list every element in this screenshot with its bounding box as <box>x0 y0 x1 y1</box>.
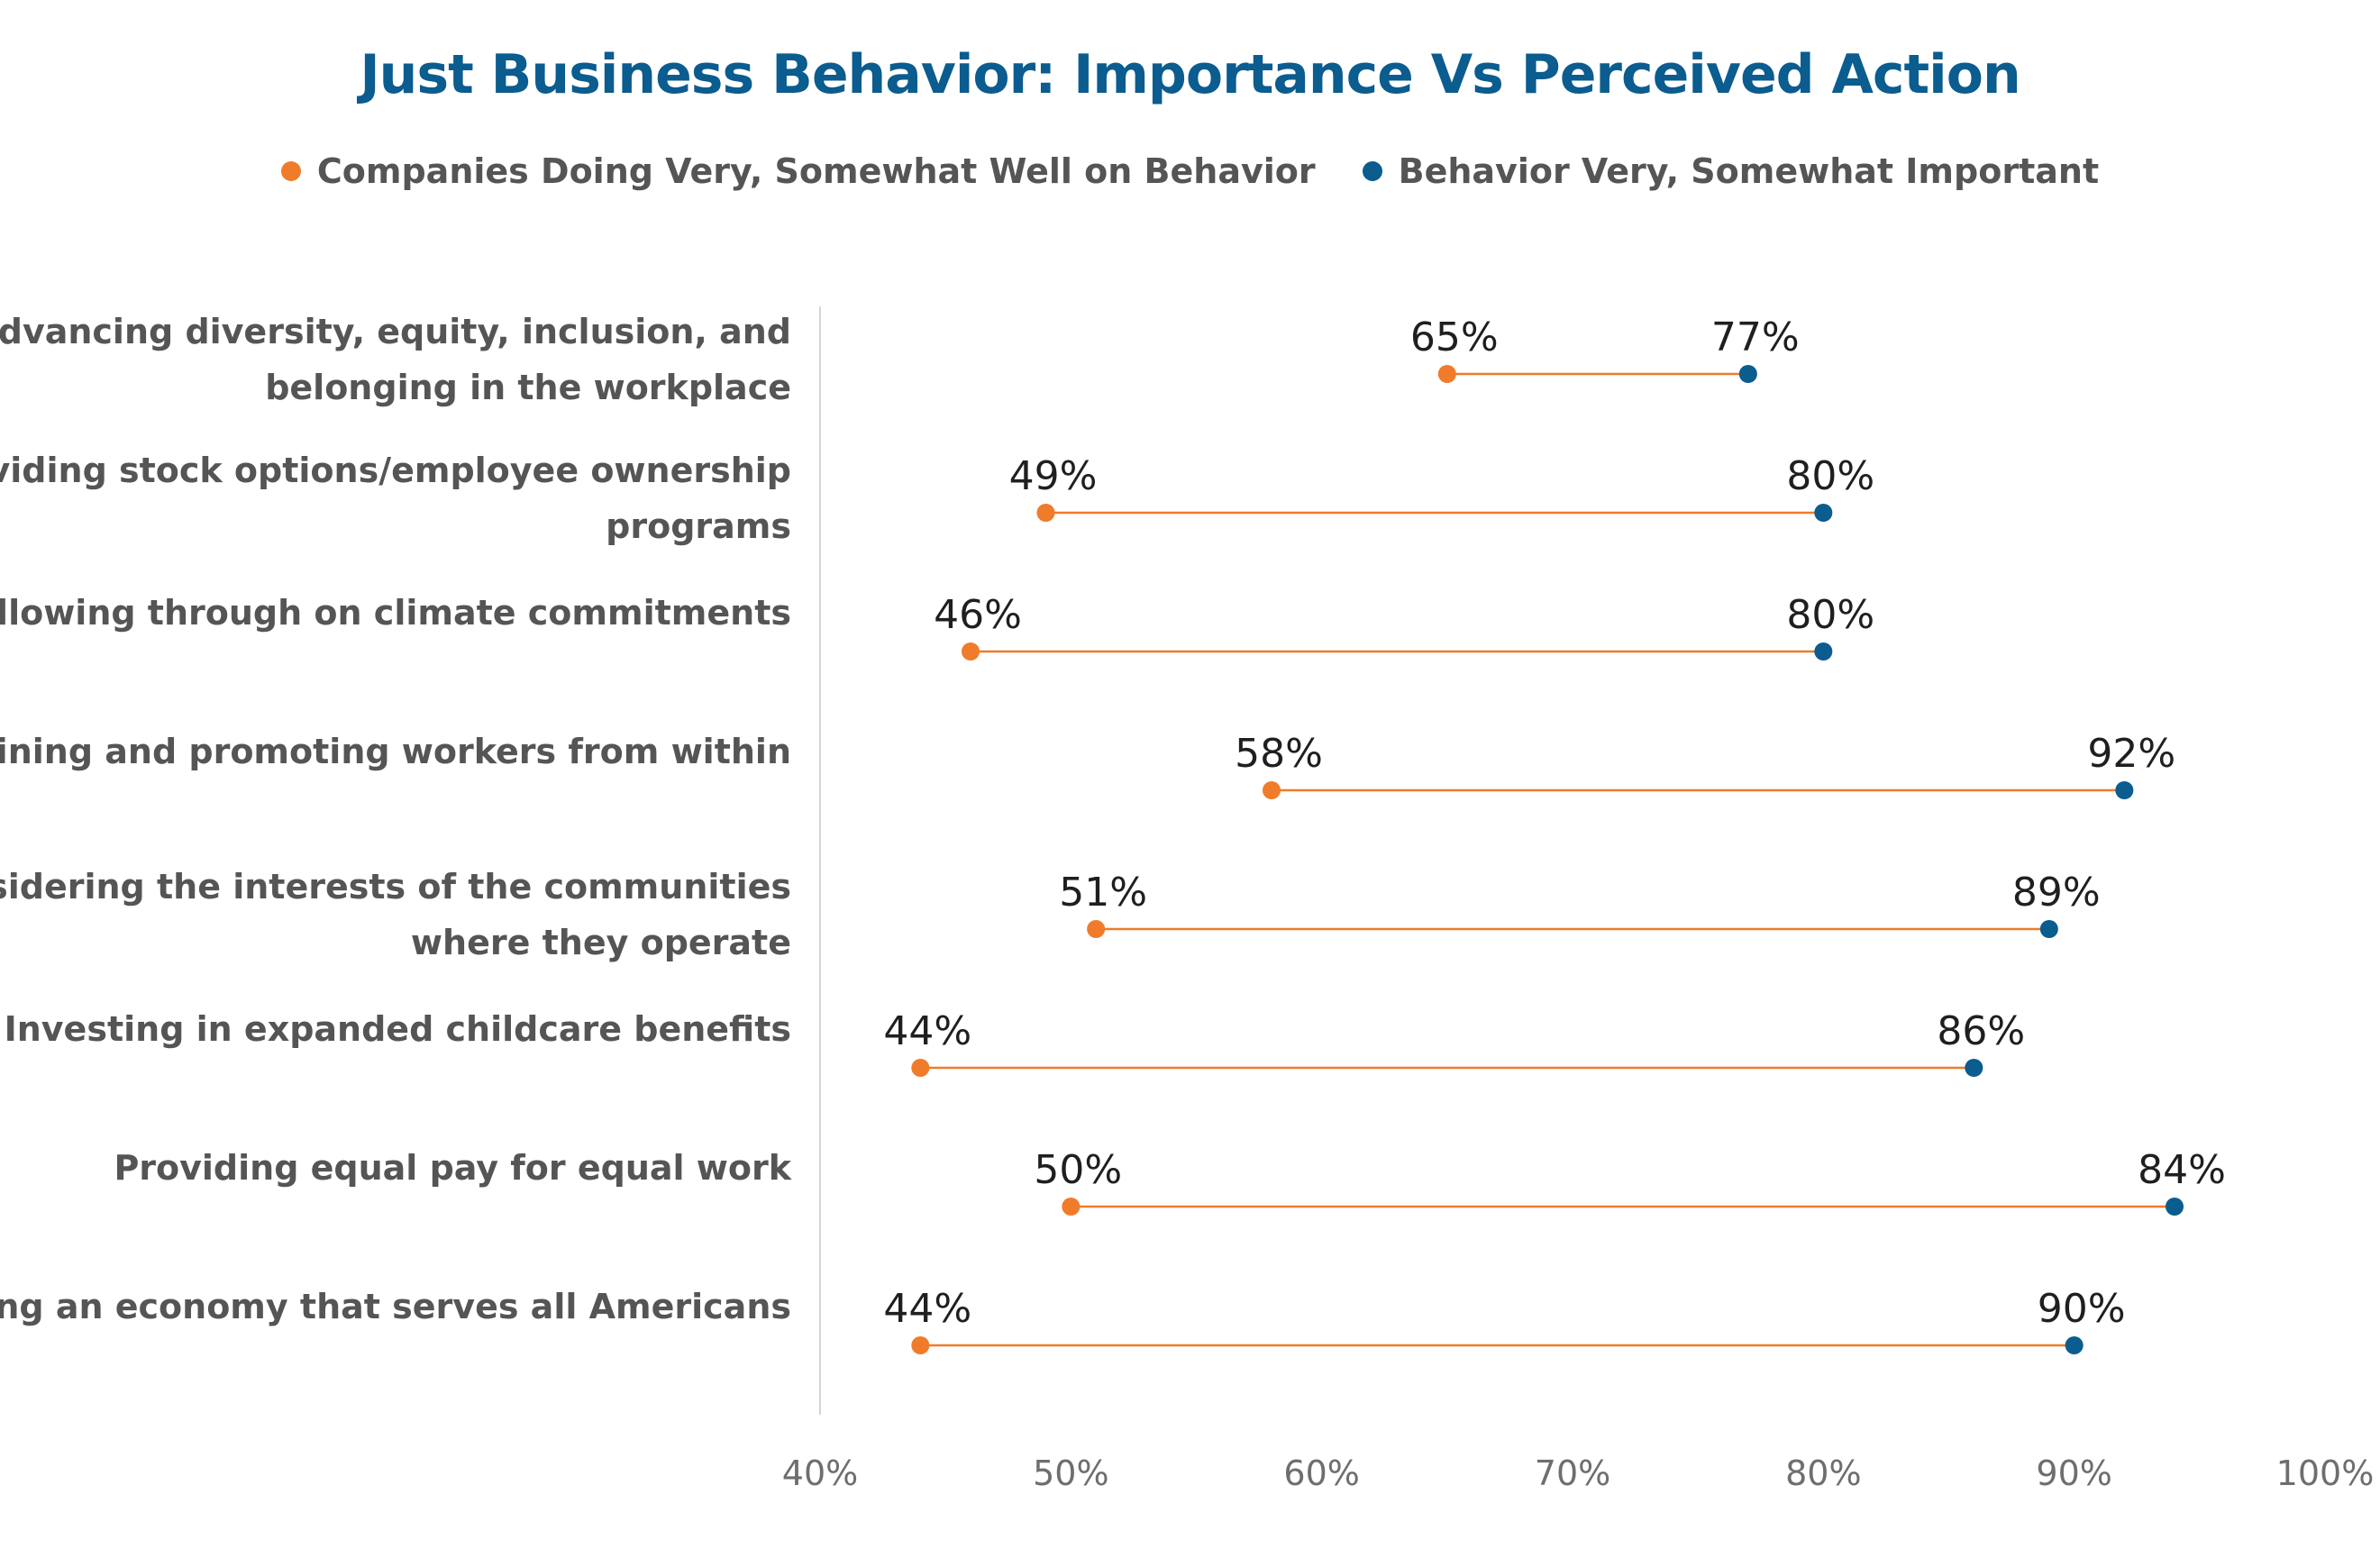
legend-dot-doing <box>280 161 301 181</box>
doing-point <box>1437 365 1456 383</box>
x-tick-label: 60% <box>1283 1453 1359 1493</box>
x-tick-label: 90% <box>2036 1453 2111 1493</box>
category-label: belonging in the workplace <box>265 368 791 407</box>
legend-item-doing: Companies Doing Very, Somewhat Well on B… <box>280 151 1316 191</box>
doing-value-label: 51% <box>1059 870 1147 916</box>
important-value-label: 90% <box>2038 1286 2126 1332</box>
category-label: Considering the interests of the communi… <box>0 867 791 907</box>
important-point <box>2115 781 2134 799</box>
category-label: where they operate <box>411 923 791 962</box>
doing-value-label: 44% <box>883 1008 971 1054</box>
legend-label-important: Behavior Very, Somewhat Important <box>1398 151 2100 191</box>
row-6: Investing in expanded childcare benefits… <box>5 1008 2025 1077</box>
doing-value-label: 44% <box>883 1286 971 1332</box>
doing-point <box>1062 1198 1081 1216</box>
important-point <box>1814 642 1833 661</box>
category-label: Advancing diversity, equity, inclusion, … <box>0 312 791 351</box>
x-tick-label: 70% <box>1535 1453 1610 1493</box>
doing-value-label: 58% <box>1235 731 1323 777</box>
important-value-label: 84% <box>2138 1147 2226 1193</box>
x-tick-label: 50% <box>1033 1453 1108 1493</box>
doing-value-label: 49% <box>1009 453 1098 499</box>
legend: Companies Doing Very, Somewhat Well on B… <box>0 151 2380 191</box>
row-1: Advancing diversity, equity, inclusion, … <box>0 312 1800 407</box>
row-2: Providing stock options/employee ownersh… <box>0 451 1874 546</box>
important-point <box>1814 504 1833 522</box>
x-tick-label: 100% <box>2276 1453 2375 1493</box>
important-value-label: 86% <box>1937 1008 2025 1054</box>
legend-label-doing: Companies Doing Very, Somewhat Well on B… <box>316 151 1316 191</box>
category-label: Following through on climate commitments <box>0 593 791 633</box>
category-label: Investing in expanded childcare benefits <box>5 1009 791 1049</box>
row-7: Providing equal pay for equal work 50% 84% <box>114 1147 2226 1216</box>
category-label: programs <box>606 506 791 546</box>
category-label: Promoting an economy that serves all Ame… <box>0 1287 791 1326</box>
row-8: Promoting an economy that serves all Ame… <box>0 1286 2126 1354</box>
category-label: Providing equal pay for equal work <box>114 1148 791 1188</box>
important-point <box>1965 1059 1983 1077</box>
row-5: Considering the interests of the communi… <box>0 867 2101 962</box>
chart-title: Just Business Behavior: Importance Vs Pe… <box>360 43 2020 106</box>
doing-value-label: 46% <box>934 592 1022 638</box>
important-value-label: 80% <box>1786 592 1874 638</box>
doing-value-label: 65% <box>1410 314 1499 360</box>
important-point <box>1738 365 1757 383</box>
important-point <box>2166 1198 2184 1216</box>
legend-dot-important <box>1362 161 1382 181</box>
important-value-label: 89% <box>2012 870 2101 916</box>
important-value-label: 77% <box>1711 314 1800 360</box>
important-point <box>2065 1336 2084 1354</box>
important-value-label: 80% <box>1786 453 1874 499</box>
doing-value-label: 50% <box>1034 1147 1122 1193</box>
x-tick-label: 80% <box>1785 1453 1861 1493</box>
row-3: Following through on climate commitments… <box>0 592 1874 661</box>
category-label: Retaining and promoting workers from wit… <box>0 732 791 771</box>
row-4: Retaining and promoting workers from wit… <box>0 731 2175 799</box>
doing-point <box>1087 920 1106 938</box>
doing-point <box>911 1336 930 1354</box>
doing-point <box>962 642 980 661</box>
important-point <box>2039 920 2058 938</box>
doing-point <box>911 1059 930 1077</box>
doing-point <box>1263 781 1281 799</box>
important-value-label: 92% <box>2087 731 2175 777</box>
x-tick-label: 40% <box>782 1453 858 1493</box>
category-label: Providing stock options/employee ownersh… <box>0 451 791 490</box>
doing-point <box>1036 504 1055 522</box>
legend-item-important: Behavior Very, Somewhat Important <box>1362 151 2100 191</box>
